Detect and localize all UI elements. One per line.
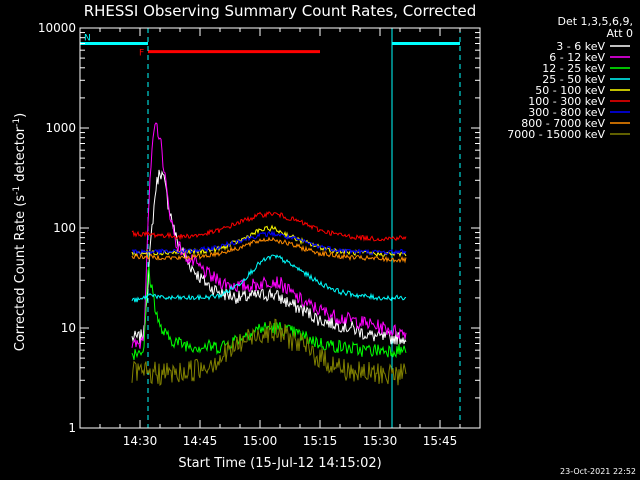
legend-entry-label: 300 - 800 keV [528,106,605,119]
series-line-9 [131,318,407,386]
legend-entry-label: 800 - 7000 keV [521,117,605,130]
x-axis-ticks: 14:30 14:45 15:00 15:15 15:30 15:45 [99,28,461,448]
y-axis-label-part2: detector [13,126,28,186]
x-tick-label: 14:30 [123,434,158,448]
legend-entry-label: 6 - 12 keV [549,51,605,64]
x-tick-label: 15:45 [423,434,458,448]
series-line-6 [131,211,407,242]
series-line-1 [131,169,407,345]
y-tick-label: 1 [68,421,76,435]
y-axis-ticks: 1 10 100 1000 10000 [38,21,480,435]
legend-entry-label: 50 - 100 keV [535,84,605,97]
legend-entry-label: 100 - 300 keV [528,95,605,108]
series-line-8 [131,236,407,264]
legend-entry-label: 25 - 50 keV [542,73,605,86]
x-tick-label: 15:30 [363,434,398,448]
y-tick-label: 1000 [45,121,76,135]
series-line-4 [131,254,407,303]
series-line-7 [131,230,407,256]
y-axis-label-part1: Corrected Count Rate (s [13,195,28,352]
series-line-3 [131,266,407,361]
x-tick-label: 14:45 [183,434,218,448]
x-tick-label: 15:00 [243,434,278,448]
y-axis-label-sup1: -1 [12,186,22,195]
flag-label: F [139,49,144,59]
legend-header-line: Det 1,3,5,6,9, [557,15,633,28]
timestamp: 23-Oct-2021 22:52 [560,467,636,476]
y-axis-label-part3: ) [13,113,28,118]
y-tick-label: 100 [53,221,76,235]
legend-header-line: Att 0 [607,27,633,40]
flag-label: N [84,33,91,43]
x-tick-label: 15:15 [303,434,338,448]
x-axis-label: Start Time (15-Jul-12 14:15:02) [178,456,381,471]
y-axis-label: Corrected Count Rate (s-1 detector-1) [12,113,28,351]
legend-entry-label: 12 - 25 keV [542,62,605,75]
y-tick-label: 10 [61,321,76,335]
series-group [131,122,407,386]
legend-entry-label: 7000 - 15000 keV [507,128,605,141]
legend-entry-label: 3 - 6 keV [556,40,605,53]
chart-title: RHESSI Observing Summary Count Rates, Co… [84,2,477,20]
flag-bars: NF [80,33,460,59]
series-line-2 [131,122,407,349]
y-tick-label: 10000 [38,21,76,35]
y-axis-label-sup2: -1 [12,118,22,127]
